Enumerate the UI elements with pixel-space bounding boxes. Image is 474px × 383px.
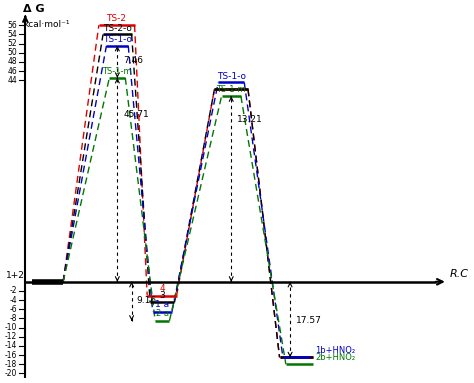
Text: 1b+HNO₂: 1b+HNO₂ bbox=[315, 346, 356, 355]
Text: TS-1-o: TS-1-o bbox=[217, 72, 246, 81]
Text: 17.57: 17.57 bbox=[296, 316, 322, 325]
Text: -20: -20 bbox=[5, 369, 17, 378]
Text: 45.71: 45.71 bbox=[123, 110, 149, 119]
Text: 46: 46 bbox=[7, 67, 17, 75]
Text: TS-2: TS-2 bbox=[107, 14, 127, 23]
Text: -6: -6 bbox=[9, 305, 17, 314]
Text: kcal·mol⁻¹: kcal·mol⁻¹ bbox=[23, 20, 70, 29]
Text: 54: 54 bbox=[7, 30, 17, 39]
Text: 2 a: 2 a bbox=[156, 309, 169, 318]
Text: -4: -4 bbox=[9, 296, 17, 304]
Text: 48: 48 bbox=[7, 57, 17, 66]
Text: 4: 4 bbox=[159, 284, 164, 293]
Text: -14: -14 bbox=[5, 341, 17, 350]
Text: -18: -18 bbox=[5, 360, 17, 369]
Text: 1+2: 1+2 bbox=[7, 271, 25, 280]
Text: 50: 50 bbox=[7, 48, 17, 57]
Text: TS-2-o: TS-2-o bbox=[103, 23, 132, 33]
Text: -16: -16 bbox=[5, 350, 17, 360]
Text: -8: -8 bbox=[9, 314, 17, 323]
Text: -12: -12 bbox=[5, 332, 17, 341]
Text: TS-1-m: TS-1-m bbox=[102, 67, 132, 76]
Text: -2: -2 bbox=[9, 286, 17, 295]
Text: 3: 3 bbox=[159, 291, 165, 300]
Text: R.C: R.C bbox=[450, 269, 469, 279]
Text: 2b+HNO₂: 2b+HNO₂ bbox=[315, 353, 356, 362]
Text: 56: 56 bbox=[7, 21, 17, 29]
Text: TS-1-m: TS-1-m bbox=[217, 85, 246, 94]
Text: 13.21: 13.21 bbox=[237, 115, 263, 124]
Text: 1 a: 1 a bbox=[155, 300, 169, 309]
Text: 44: 44 bbox=[7, 76, 17, 85]
Text: 9.16: 9.16 bbox=[137, 296, 157, 304]
Text: 52: 52 bbox=[7, 39, 17, 48]
Text: Δ G: Δ G bbox=[23, 4, 45, 14]
Text: TS-1-o: TS-1-o bbox=[103, 35, 132, 44]
Text: -10: -10 bbox=[5, 323, 17, 332]
Text: 7.46: 7.46 bbox=[123, 56, 143, 65]
